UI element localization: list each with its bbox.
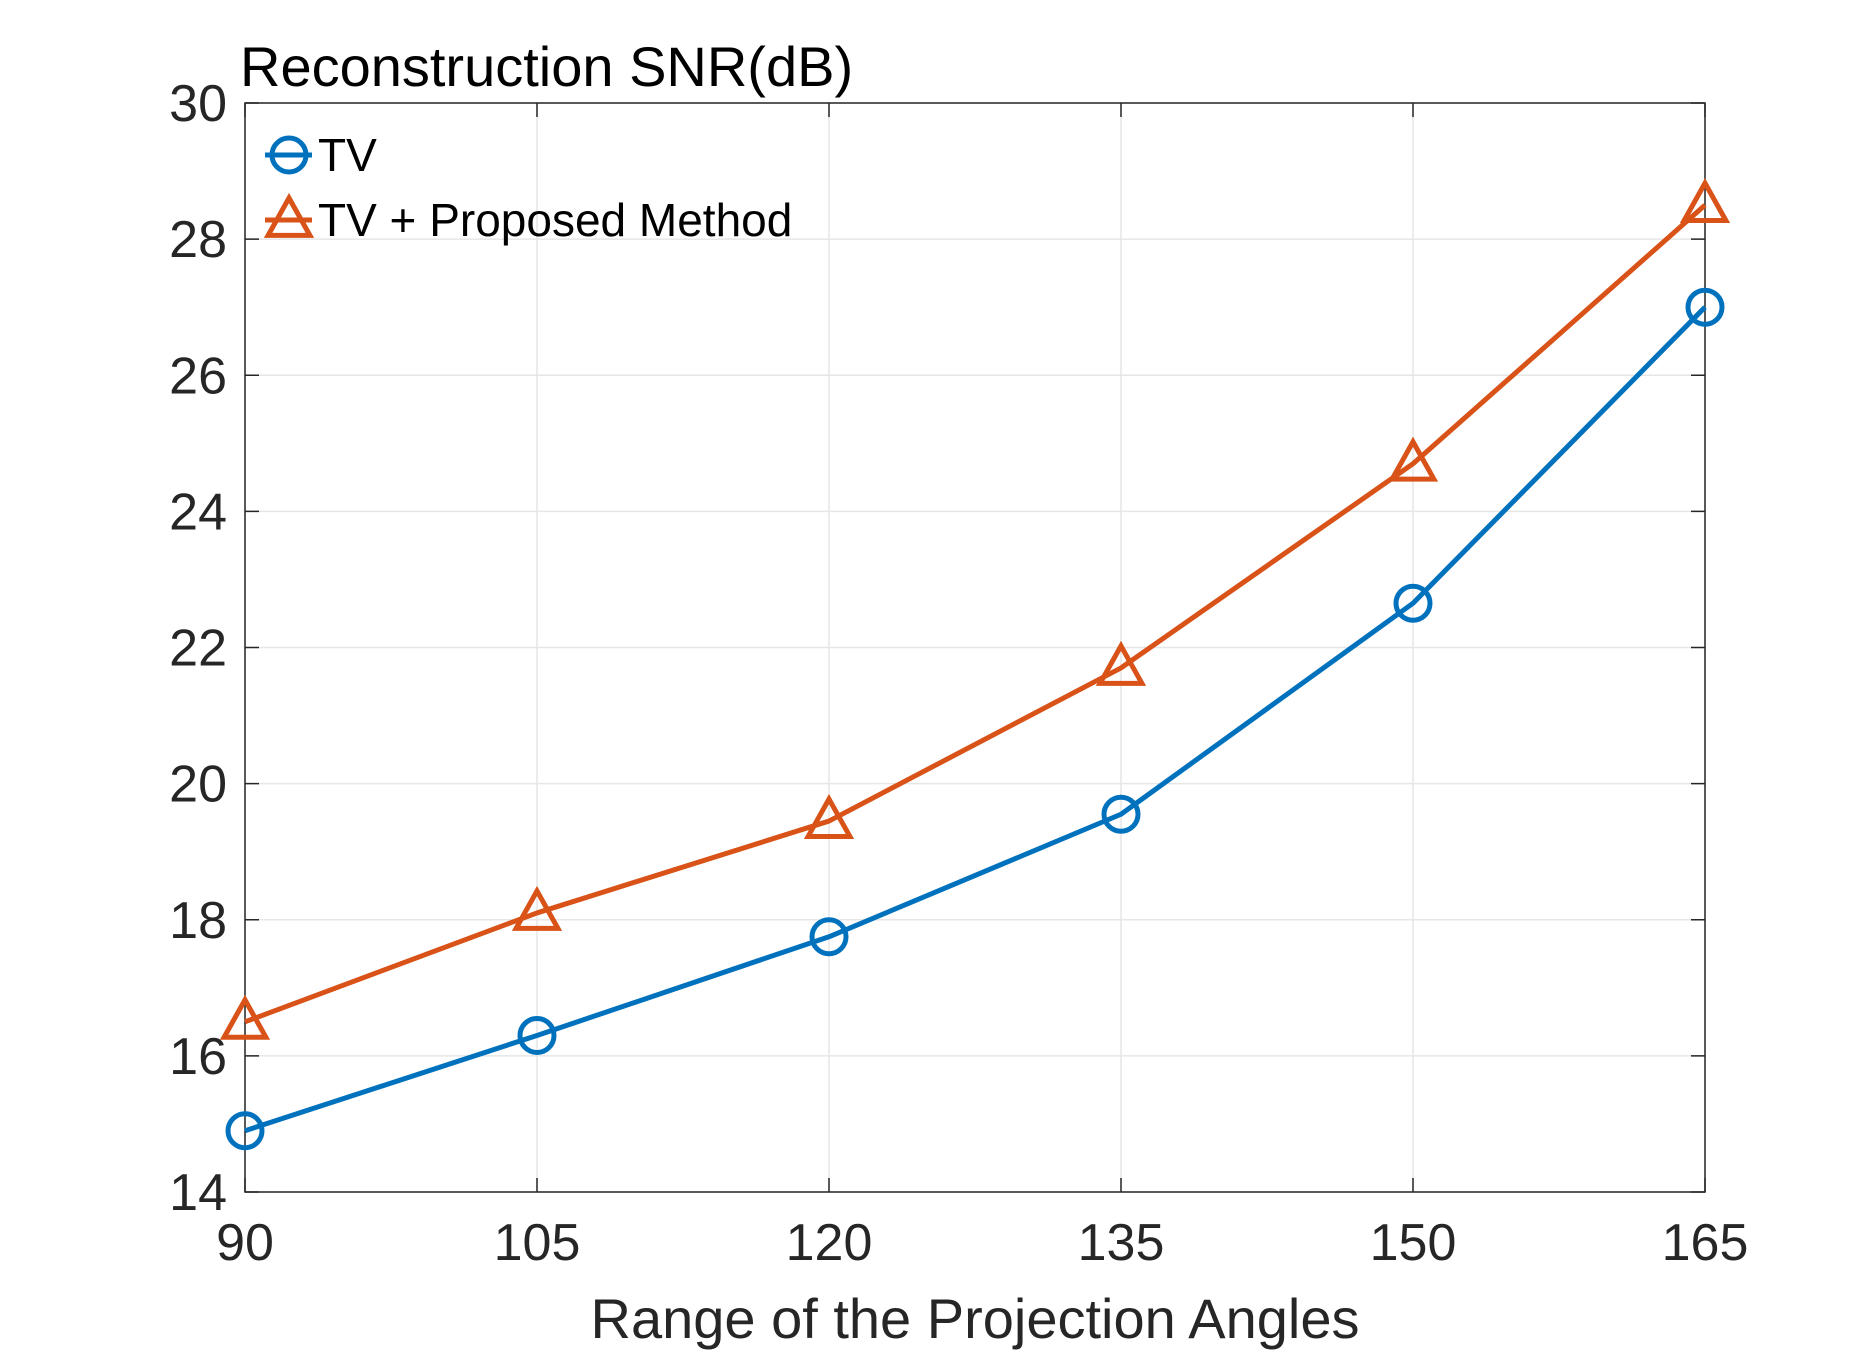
series-tv-proposed bbox=[219, 177, 1731, 1040]
legend-marker-circle bbox=[269, 135, 309, 175]
y-tick-label: 28 bbox=[169, 211, 227, 269]
x-tick-label: 150 bbox=[1370, 1214, 1457, 1272]
data-point-circle bbox=[809, 917, 849, 957]
data-point-circle bbox=[1393, 583, 1433, 623]
x-tick-label: 165 bbox=[1662, 1214, 1749, 1272]
tick-labels: 90 105 120 135 150 165 14 16 18 20 22 24 26 28 30 bbox=[169, 75, 1748, 1272]
x-tick-label: 90 bbox=[216, 1214, 274, 1272]
y-tick-label: 18 bbox=[169, 892, 227, 950]
data-point-triangle bbox=[511, 885, 563, 931]
x-tick-label: 105 bbox=[494, 1214, 581, 1272]
y-tick-label: 26 bbox=[169, 347, 227, 405]
x-axis-title: Range of the Projection Angles bbox=[591, 1287, 1360, 1350]
x-tick-label: 135 bbox=[1078, 1214, 1165, 1272]
chart-title: Reconstruction SNR(dB) bbox=[240, 35, 853, 98]
series bbox=[219, 177, 1731, 1151]
series-line bbox=[244, 203, 1707, 1025]
legend-label: TV + Proposed Method bbox=[318, 194, 792, 246]
legend-label: TV bbox=[318, 129, 377, 181]
data-point-triangle bbox=[1679, 177, 1731, 223]
legend-marker-triangle bbox=[263, 192, 315, 238]
y-tick-label: 30 bbox=[169, 75, 227, 133]
series-line bbox=[244, 305, 1707, 1134]
series-tv bbox=[225, 287, 1725, 1151]
data-point-circle bbox=[225, 1111, 265, 1151]
data-point-triangle bbox=[803, 793, 855, 839]
y-tick-label: 24 bbox=[169, 483, 227, 541]
data-point-circle bbox=[1101, 794, 1141, 834]
legend-item: TV bbox=[265, 129, 377, 181]
data-point-triangle bbox=[1387, 436, 1439, 482]
data-point-circle bbox=[1685, 287, 1725, 327]
x-tick-label: 120 bbox=[786, 1214, 873, 1272]
data-point-circle bbox=[517, 1015, 557, 1055]
legend-item: TV + Proposed Method bbox=[263, 192, 792, 246]
y-tick-label: 22 bbox=[169, 620, 227, 678]
ticks bbox=[244, 102, 1706, 1193]
y-tick-label: 20 bbox=[169, 756, 227, 814]
legend: TV TV + Proposed Method bbox=[263, 129, 792, 246]
data-point-triangle bbox=[219, 994, 271, 1040]
data-point-triangle bbox=[1095, 640, 1147, 686]
y-tick-label: 16 bbox=[169, 1028, 227, 1086]
y-tick-label: 14 bbox=[169, 1164, 227, 1222]
